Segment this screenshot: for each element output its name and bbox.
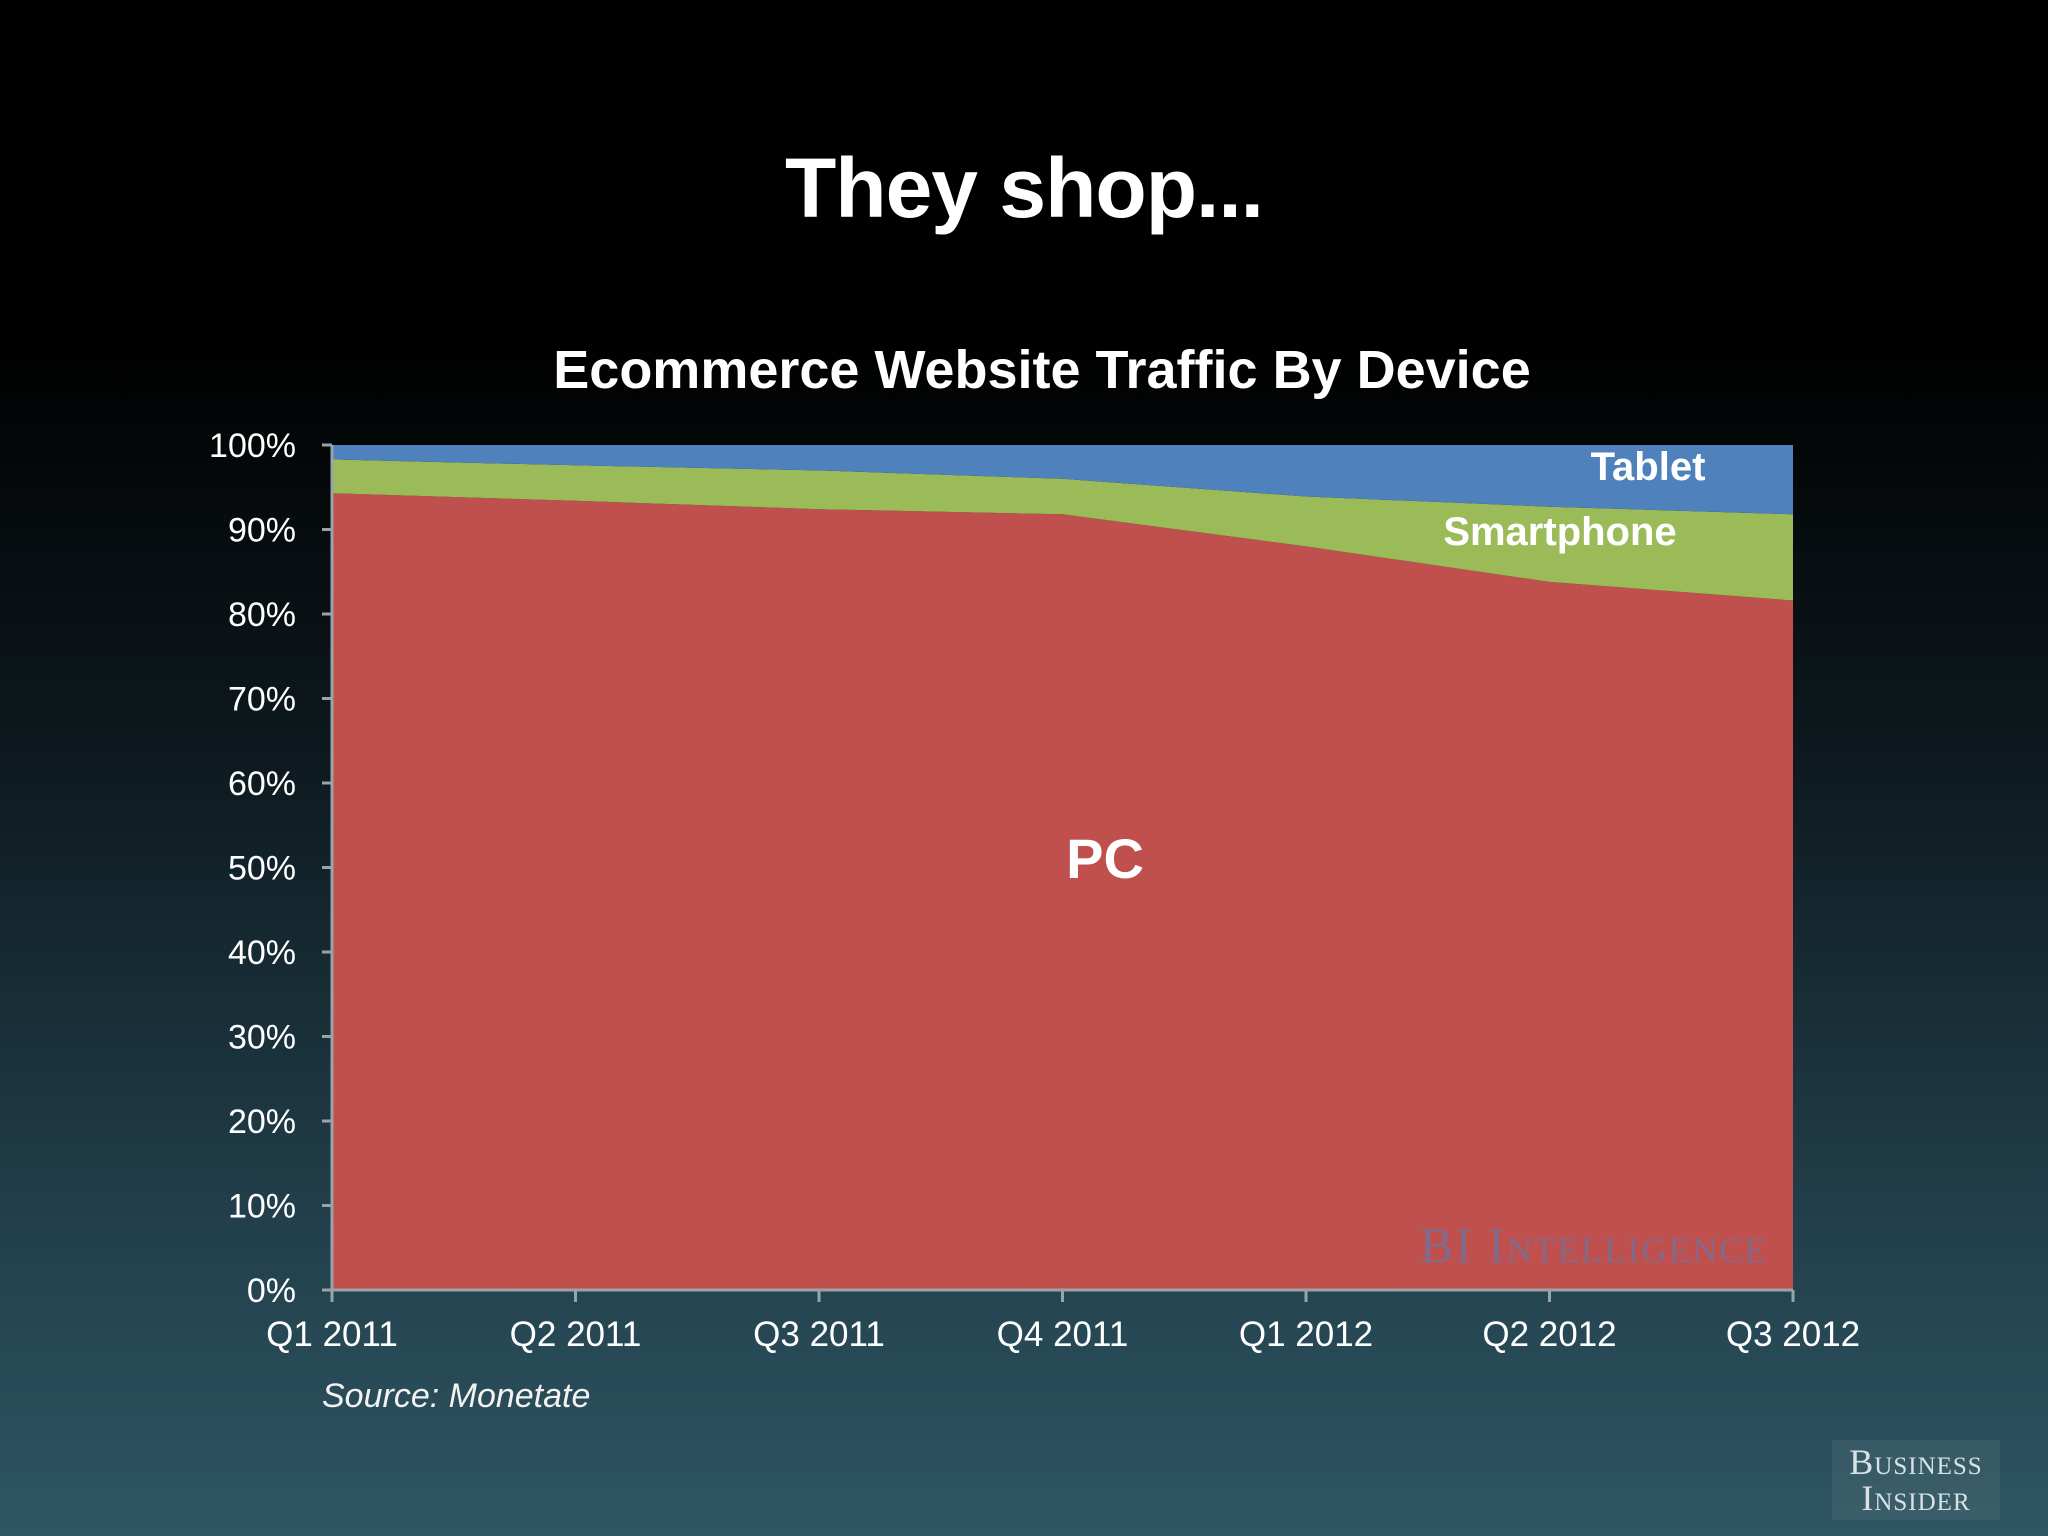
- x-tick-label: Q3 2011: [753, 1315, 885, 1354]
- x-tick-label: Q1 2011: [266, 1315, 398, 1354]
- y-tick-label: 30%: [228, 1019, 296, 1057]
- x-tick-label: Q3 2012: [1726, 1315, 1860, 1354]
- logo-line-2: Insider: [1861, 1478, 1971, 1518]
- x-tick-label: Q2 2012: [1482, 1315, 1616, 1354]
- x-tick-label: Q1 2012: [1239, 1315, 1373, 1354]
- series-label-smartphone: Smartphone: [1443, 510, 1676, 554]
- y-tick-label: 10%: [228, 1188, 296, 1226]
- y-tick-label: 20%: [228, 1103, 296, 1141]
- x-axis-ticks: Q1 2011 Q2 2011 Q3 2011 Q4 2011 Q1 2012 Q2 20…: [266, 1290, 1860, 1354]
- y-axis-ticks: 0% 10% 20% 30% 40% 50% 60% 70% 80% 90% 100%: [209, 427, 332, 1310]
- series-label-pc: PC: [1066, 827, 1144, 890]
- source-note: Source: Monetate: [322, 1377, 591, 1415]
- y-tick-label: 90%: [228, 512, 296, 550]
- area-pc: [332, 493, 1793, 1290]
- watermark: BI Intelligence: [1420, 1217, 1768, 1273]
- series-label-tablet: Tablet: [1591, 445, 1706, 489]
- business-insider-logo: Business Insider: [1832, 1440, 2000, 1520]
- y-tick-label: 100%: [209, 427, 296, 465]
- slide-title: They shop...: [784, 141, 1264, 235]
- area-labels: PC Smartphone Tablet: [1066, 445, 1705, 890]
- y-tick-label: 70%: [228, 681, 296, 719]
- area-tablet: [332, 445, 1793, 515]
- y-tick-label: 80%: [228, 596, 296, 634]
- chart-areas: [332, 445, 1793, 1290]
- logo-line-1: Business: [1849, 1442, 1983, 1482]
- y-tick-label: 50%: [228, 850, 296, 888]
- chart-title: Ecommerce Website Traffic By Device: [553, 340, 1530, 400]
- y-tick-label: 60%: [228, 765, 296, 803]
- x-tick-label: Q2 2011: [510, 1315, 642, 1354]
- y-tick-label: 0%: [247, 1272, 296, 1310]
- x-tick-label: Q4 2011: [997, 1315, 1129, 1354]
- y-tick-label: 40%: [228, 934, 296, 972]
- area-smartphone: [332, 459, 1793, 601]
